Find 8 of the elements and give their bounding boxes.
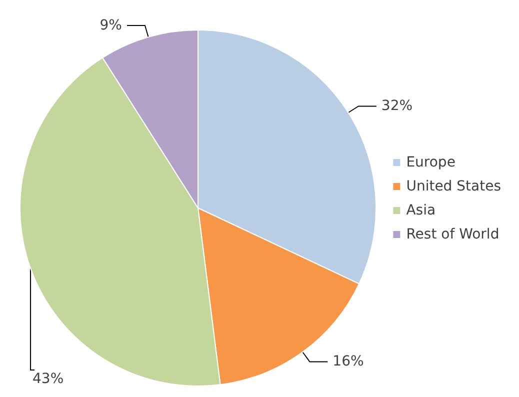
legend-label: Asia <box>406 202 436 218</box>
legend-label: Europe <box>406 154 456 170</box>
legend-label: United States <box>406 178 502 194</box>
data-label: 43% <box>32 371 64 387</box>
data-label: 32% <box>381 98 413 114</box>
data-label: 9% <box>100 18 122 34</box>
data-label: 16% <box>332 354 364 370</box>
legend-label: Rest of World <box>406 226 500 242</box>
